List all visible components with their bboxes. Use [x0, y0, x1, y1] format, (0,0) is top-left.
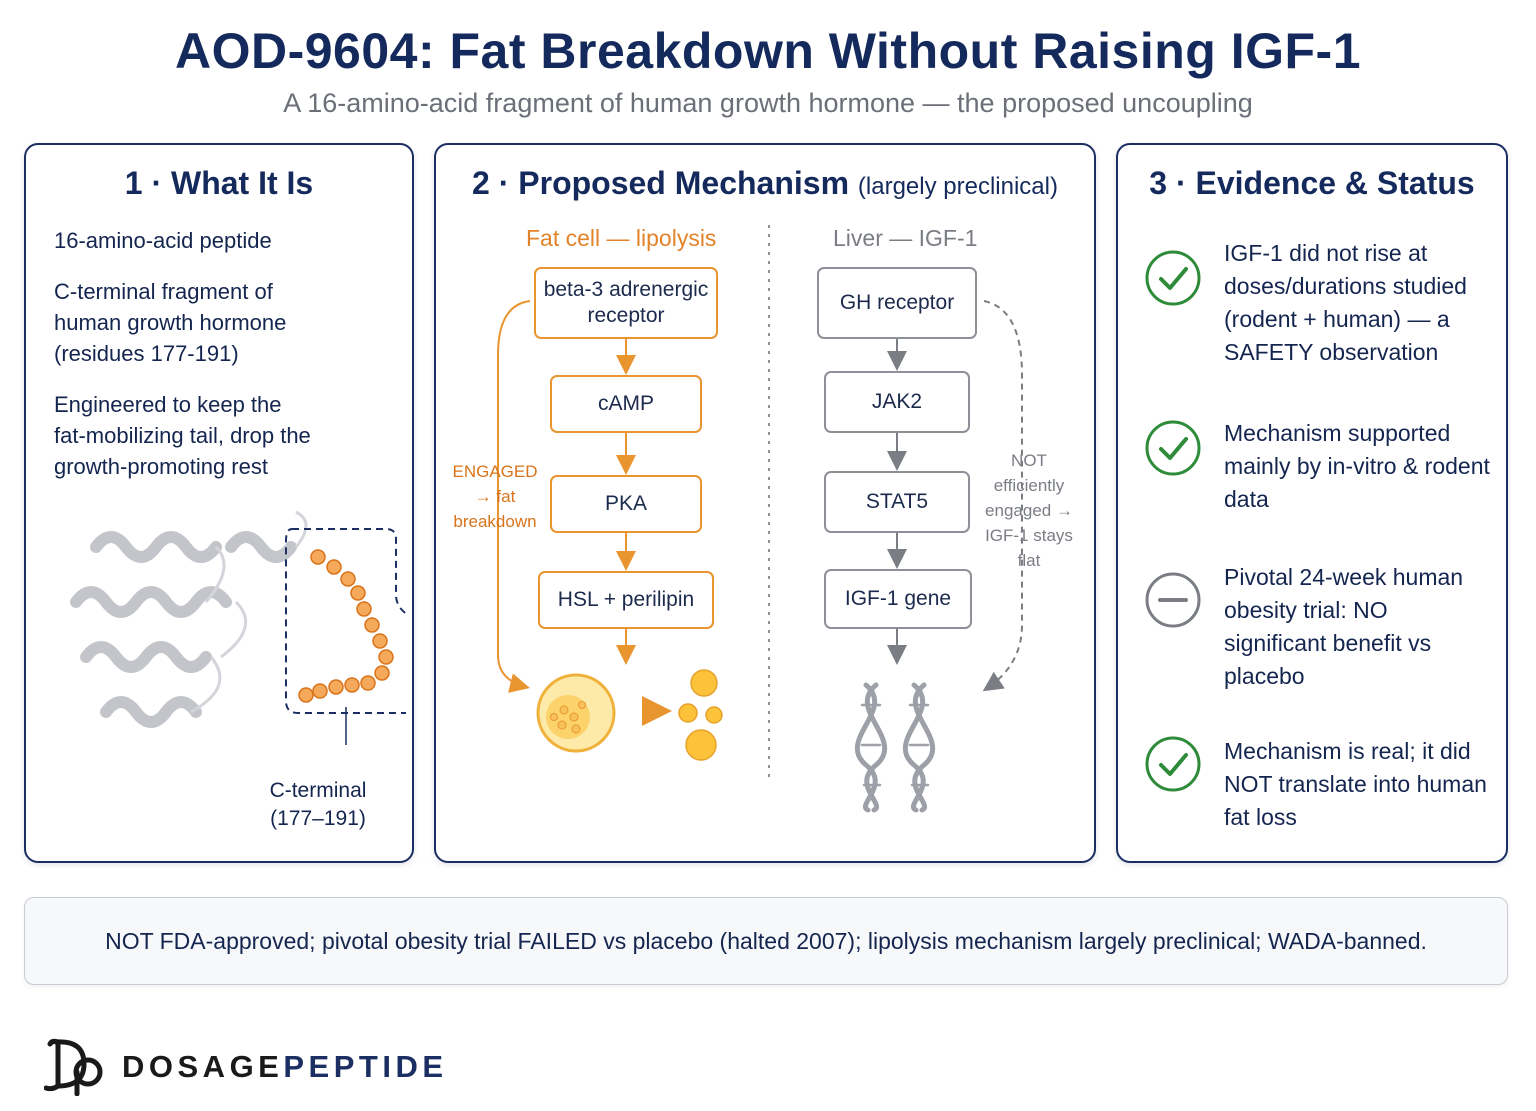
liver-column-title: Liver — IGF-1	[833, 225, 978, 251]
mechanism-panel: 2 · Proposed Mechanism (largely preclini…	[434, 143, 1096, 863]
panel1-heading: 1 · What It Is	[124, 165, 314, 201]
panel1-item: 16-amino-acid peptide	[54, 228, 272, 253]
page-subtitle: A 16-amino-acid fragment of human growth…	[283, 88, 1253, 118]
fat-cell-icon	[536, 673, 616, 753]
not-engaged-note: NOT efficiently engaged → IGF-1 stays fl…	[985, 451, 1073, 570]
footer-note: NOT FDA-approved; pivotal obesity trial …	[24, 897, 1508, 985]
panel2-heading: 2 · Proposed Mechanism (largely preclini…	[436, 165, 1094, 202]
panel3-heading: 3 · Evidence & Status	[1149, 165, 1475, 201]
stat5-box: STAT5	[824, 471, 970, 533]
evidence-text: IGF-1 did not rise at doses/durations st…	[1224, 240, 1467, 365]
check-circle-icon	[1145, 420, 1201, 476]
fat-droplets-icon	[678, 669, 723, 761]
engaged-note: ENGAGED → fat breakdown	[452, 462, 538, 531]
protein-structure-illustration	[70, 510, 406, 745]
c-terminal-caption: C-terminal (177–191)	[269, 779, 367, 830]
evidence-text: Mechanism is real; it did NOT translate …	[1224, 738, 1487, 830]
brand-name-part1: DOSAGE	[122, 1049, 284, 1084]
gh-receptor-box: GH receptor	[817, 267, 977, 339]
evidence-text: Pivotal 24-week human obesity trial: NO …	[1224, 564, 1464, 689]
fat-cell-column-title: Fat cell — lipolysis	[526, 225, 717, 251]
evidence-panel: 3 · Evidence & Status IGF-1 did not rise…	[1116, 143, 1508, 863]
camp-box: cAMP	[550, 375, 702, 433]
panel1-item: C-terminal fragment of human growth horm…	[54, 279, 287, 366]
c-terminal-beads	[298, 549, 394, 703]
panel1-item: Engineered to keep the fat-mobilizing ta…	[54, 392, 311, 479]
panel2-heading-note: (largely preclinical)	[857, 173, 1058, 200]
helix-ribbon-icon	[70, 531, 297, 728]
dp-logo-icon	[44, 1038, 103, 1096]
brand-name: DOSAGEPEPTIDE	[122, 1049, 448, 1085]
check-circle-icon	[1145, 250, 1201, 306]
check-circle-icon	[1145, 736, 1201, 792]
mechanism-connectors	[497, 225, 1023, 813]
brand-name-part2: PEPTIDE	[283, 1049, 448, 1084]
dna-icon	[854, 682, 936, 813]
minus-circle-icon	[1145, 572, 1201, 628]
panel2-heading-main: 2 · Proposed Mechanism	[472, 165, 850, 201]
jak2-box: JAK2	[824, 371, 970, 433]
beta3-receptor-box: beta-3 adrenergic receptor	[534, 267, 718, 339]
what-it-is-panel: 1 · What It Is 16-amino-acid peptide C-t…	[24, 143, 414, 863]
evidence-text: Mechanism supported mainly by in-vitro &…	[1224, 420, 1490, 512]
pka-box: PKA	[550, 475, 702, 533]
igf1-gene-box: IGF-1 gene	[824, 569, 972, 629]
page-title: AOD-9604: Fat Breakdown Without Raising …	[174, 23, 1362, 79]
hsl-perilipin-box: HSL + perilipin	[538, 571, 714, 629]
